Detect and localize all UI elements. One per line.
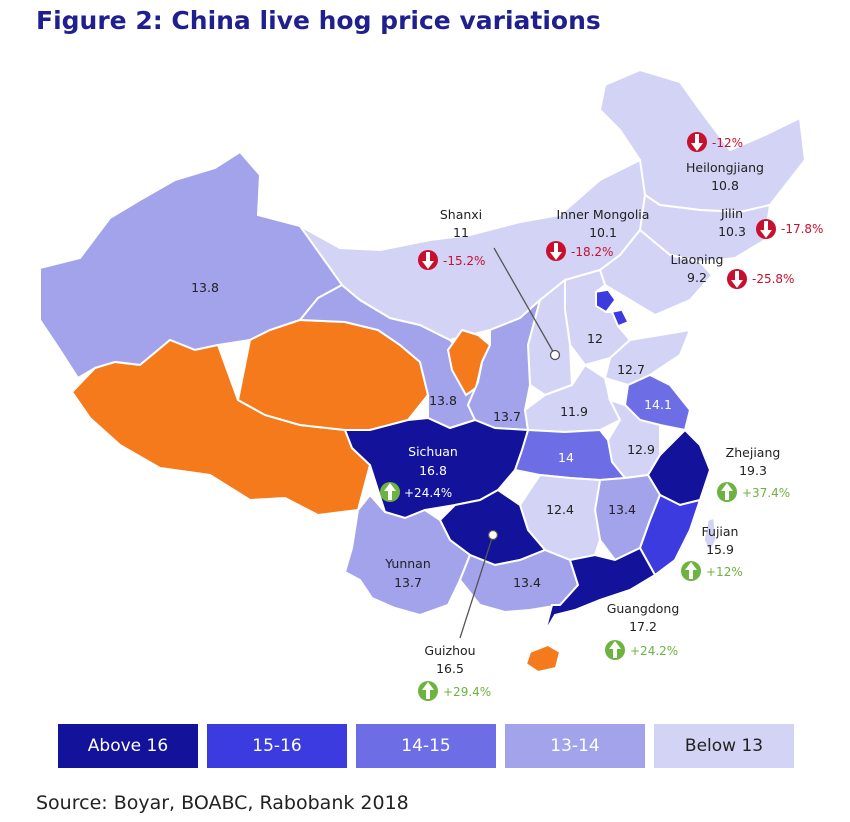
region-taiwan [703, 516, 717, 554]
name-fujian: Fujian [702, 524, 739, 539]
change-guizhou: +29.4% [443, 685, 491, 699]
change-zhejiang: +37.4% [742, 486, 790, 500]
badge-inner-mongolia: -18.2% [546, 241, 613, 261]
guizhou-marker [487, 529, 499, 541]
badge-heilongjiang: -12% [687, 132, 743, 152]
badge-liaoning: -25.8% [727, 269, 794, 289]
shanxi-leader-line [493, 247, 556, 356]
name-inner-mongolia: Inner Mongolia [557, 207, 650, 222]
value-jiangsu: 14.1 [644, 397, 672, 412]
name-guangdong: Guangdong [607, 601, 680, 616]
legend-15-16: 15-16 [207, 724, 347, 768]
name-shanxi: Shanxi [440, 207, 482, 222]
price-fujian: 15.9 [706, 542, 734, 557]
region-hebei [564, 268, 632, 367]
price-shanxi: 11 [453, 225, 469, 240]
badge-jilin: -17.8% [756, 219, 823, 239]
value-henan: 11.9 [560, 404, 588, 419]
name-zhejiang: Zhejiang [726, 445, 781, 460]
change-guangdong: +24.2% [630, 644, 678, 658]
up-arrow-glyph [422, 682, 434, 699]
value-anhui: 12.9 [627, 442, 655, 457]
price-heilongjiang: 10.8 [711, 178, 739, 193]
region-guangdong [544, 546, 657, 633]
up-arrow-glyph [384, 483, 396, 500]
change-heilongjiang: -12% [712, 136, 743, 150]
value-gansu: 13.8 [429, 393, 457, 408]
badge-guizhou: +29.4% [418, 681, 491, 701]
up-arrow-glyph [609, 641, 621, 658]
region-shandong [603, 328, 692, 387]
legend-label: Above 16 [87, 736, 169, 756]
down-arrow-glyph [760, 221, 772, 238]
legend-13-14: 13-14 [505, 724, 645, 768]
up-arrow-glyph [685, 562, 697, 579]
name-guizhou: Guizhou [424, 643, 475, 658]
value-hubei: 14 [558, 450, 574, 465]
figure-title: Figure 2: China live hog price variation… [36, 6, 601, 35]
badge-guangdong: +24.2% [605, 640, 678, 660]
name-jilin: Jilin [720, 206, 743, 221]
legend-below-13: Below 13 [654, 724, 794, 768]
down-arrow-glyph [422, 252, 434, 269]
guizhou-leader-line [459, 534, 494, 639]
region-hainan [524, 643, 562, 674]
price-yunnan: 13.7 [394, 575, 422, 590]
legend-above-16: Above 16 [58, 724, 198, 768]
price-guizhou: 16.5 [436, 661, 464, 676]
region-fujian [638, 493, 702, 577]
value-xinjiang: 13.8 [191, 280, 219, 295]
price-liaoning: 9.2 [687, 270, 707, 285]
price-inner-mongolia: 10.1 [589, 225, 617, 240]
badge-fujian: +12% [681, 561, 743, 581]
name-heilongjiang: Heilongjiang [686, 160, 764, 175]
shanxi-marker [549, 349, 561, 361]
price-zhejiang: 19.3 [739, 463, 767, 478]
badge-zhejiang: +37.4% [717, 482, 790, 502]
legend-label: 15-16 [252, 736, 302, 756]
down-arrow-glyph [691, 134, 703, 151]
value-jiangxi: 13.4 [608, 502, 636, 517]
price-sichuan: 16.8 [419, 463, 447, 478]
china-map: -12% Heilongjiang 10.8 Jilin 10.3 -17.8%… [39, 68, 823, 701]
up-arrow-glyph [721, 483, 733, 500]
legend-label: 14-15 [401, 736, 451, 756]
source-note: Source: Boyar, BOABC, Rabobank 2018 [36, 792, 409, 814]
change-shanxi: -15.2% [443, 254, 485, 268]
change-jilin: -17.8% [781, 222, 823, 236]
value-shaanxi: 13.7 [493, 409, 521, 424]
change-liaoning: -25.8% [752, 272, 794, 286]
value-hunan: 12.4 [546, 502, 574, 517]
value-shandong: 12.7 [617, 362, 645, 377]
badge-sichuan: +24.4% [380, 482, 452, 502]
change-inner-mongolia: -18.2% [571, 245, 613, 259]
badge-shanxi: -15.2% [418, 250, 485, 270]
name-yunnan: Yunnan [384, 556, 431, 571]
legend-14-15: 14-15 [356, 724, 496, 768]
value-hebei: 12 [587, 331, 603, 346]
price-guangdong: 17.2 [629, 619, 657, 634]
region-yunnan [343, 493, 472, 617]
price-legend: Above 16 15-16 14-15 13-14 Below 13 [58, 724, 794, 768]
price-jilin: 10.3 [718, 224, 746, 239]
legend-label: Below 13 [684, 736, 764, 756]
value-guangxi: 13.4 [513, 575, 541, 590]
name-sichuan: Sichuan [408, 444, 458, 459]
change-sichuan: +24.4% [404, 486, 452, 500]
down-arrow-glyph [731, 271, 743, 288]
change-fujian: +12% [706, 565, 743, 579]
name-liaoning: Liaoning [671, 252, 724, 267]
down-arrow-glyph [550, 243, 562, 260]
legend-label: 13-14 [550, 736, 600, 756]
